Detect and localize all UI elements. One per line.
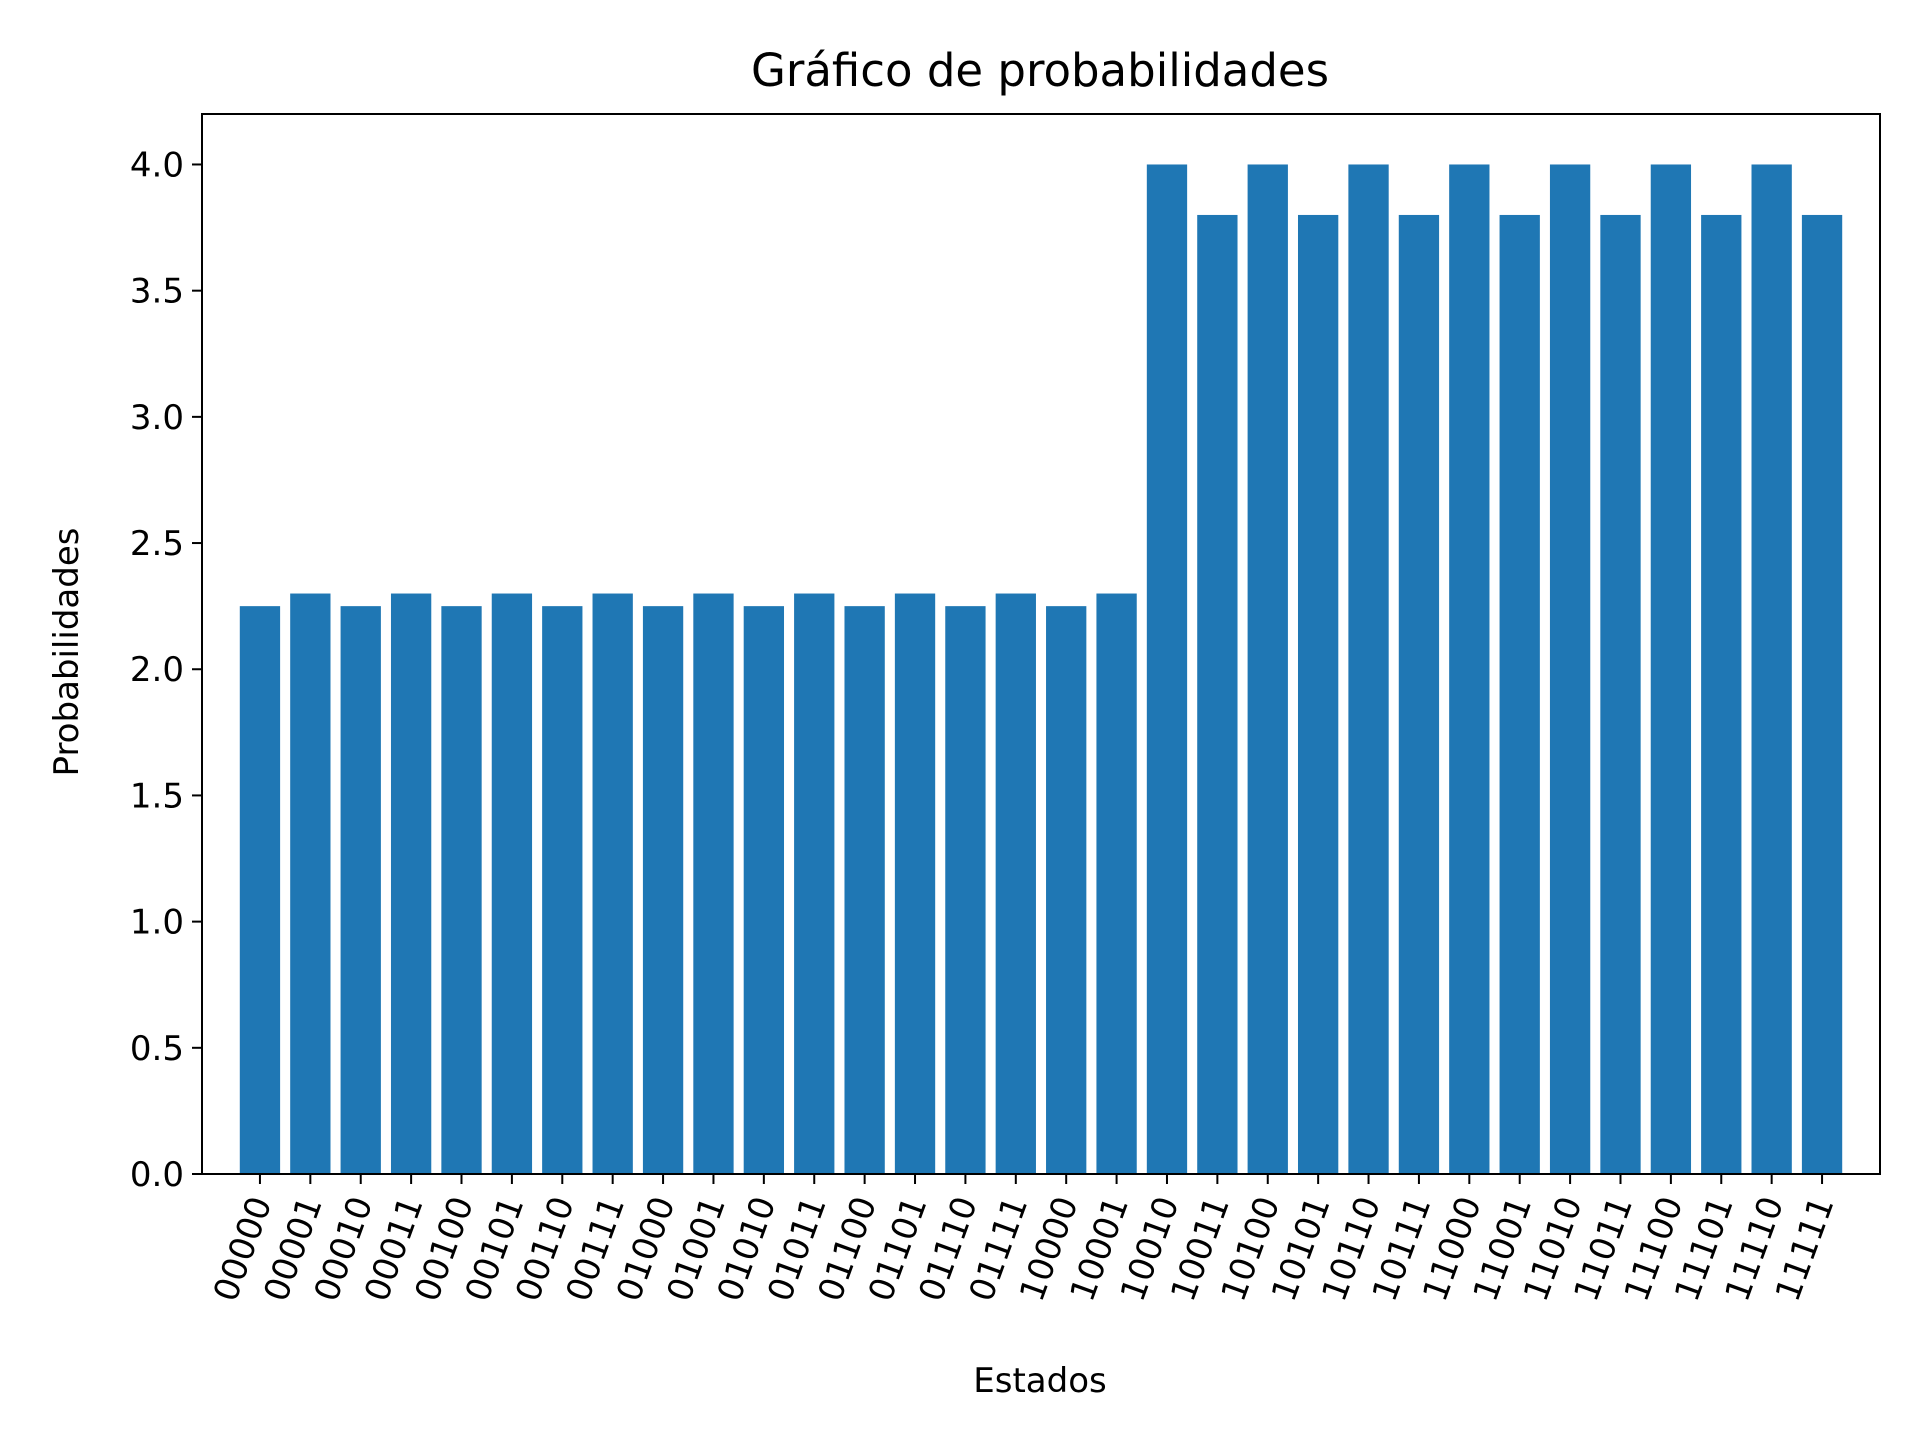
bar-10101	[1297, 214, 1339, 1174]
bar-10001	[1096, 593, 1137, 1174]
bar-01001	[693, 593, 734, 1174]
y-tick-label: 3.0	[130, 398, 184, 438]
bar-01010	[743, 606, 785, 1174]
bar-00101	[491, 593, 533, 1174]
x-axis-label: Estados	[973, 1361, 1106, 1401]
y-tick-label: 2.5	[130, 524, 184, 564]
bar-01011	[794, 593, 835, 1174]
bar-11101	[1701, 214, 1742, 1174]
bar-01110	[945, 606, 986, 1174]
bar-00111	[592, 593, 633, 1174]
y-axis-ticks: 0.0 0.5 1.0 1.5 2.0 2.5 3.0 3.5 4.0	[130, 145, 202, 1195]
bar-11001	[1499, 214, 1540, 1174]
bar-00100	[441, 606, 482, 1174]
bar-01000	[642, 606, 684, 1174]
y-tick-label: 4.0	[130, 145, 184, 185]
y-tick-label: 1.0	[130, 903, 184, 943]
bar-11011	[1600, 214, 1641, 1174]
bar-10100	[1247, 164, 1288, 1174]
y-tick-label: 2.0	[130, 650, 184, 690]
y-axis-label: Probabilidades	[47, 528, 87, 777]
bar-00010	[340, 606, 381, 1174]
bar-01111	[995, 593, 1036, 1174]
bar-10011	[1197, 214, 1238, 1174]
bar-11000	[1449, 164, 1490, 1174]
y-tick-label: 0.0	[130, 1155, 184, 1195]
y-tick-label: 1.5	[130, 776, 184, 816]
bars-group	[239, 164, 1843, 1174]
bar-01101	[894, 593, 936, 1174]
x-axis-ticks: 0000000001000100001100100001010011000111…	[206, 1174, 1843, 1307]
bar-11100	[1650, 164, 1692, 1174]
bar-10110	[1348, 164, 1389, 1174]
bar-00110	[542, 606, 583, 1174]
bar-00001	[290, 593, 331, 1174]
bar-11111	[1801, 214, 1843, 1174]
y-tick-label: 3.5	[130, 272, 184, 312]
bar-10010	[1146, 164, 1188, 1174]
bar-10000	[1046, 606, 1087, 1174]
bar-10111	[1398, 214, 1440, 1174]
bar-01100	[844, 606, 885, 1174]
y-tick-label: 0.5	[130, 1029, 184, 1069]
chart-title: Gráfico de probabilidades	[751, 44, 1329, 97]
bar-00000	[239, 606, 281, 1174]
bar-00011	[390, 593, 432, 1174]
plot-frame	[201, 113, 1881, 1175]
bar-11010	[1549, 164, 1591, 1174]
bar-11110	[1751, 164, 1792, 1174]
